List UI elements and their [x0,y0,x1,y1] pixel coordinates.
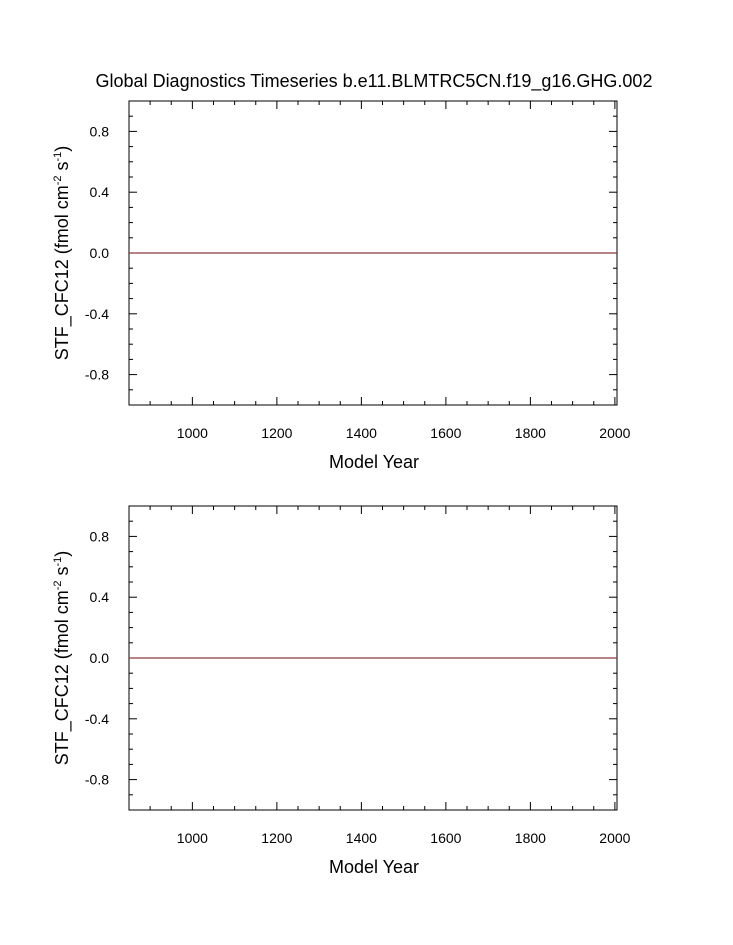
y-tick-label: -0.8 [85,772,109,788]
panel-bottom: 1000 1200 1400 1600 1800 2000 0.8 0.4 0.0 -0.4 -0.… [52,505,631,877]
y-tick-label: 0.8 [90,528,110,544]
y-tick-label: 0.0 [90,650,110,666]
x-tick-label: 1600 [430,425,461,441]
x-tick-label: 1800 [515,830,546,846]
y-axis-label-part: s [52,566,72,580]
y-axis-label-part: ) [52,551,72,557]
y-tick-label: -0.4 [85,711,109,727]
y-axis-label-superscript: -2 [52,580,64,590]
y-tick-label: 0.0 [90,245,110,261]
x-tick-label: 1800 [515,425,546,441]
y-axis-label: STF_CFC12 (fmol cm-2 s-1) [52,146,73,361]
x-axis-label: Model Year [329,857,419,877]
y-tick-label: 0.4 [90,184,110,200]
y-axis-label-superscript: -2 [52,175,64,185]
x-tick-label: 1000 [177,830,208,846]
y-tick-label: -0.8 [85,367,109,383]
y-tick-label: 0.4 [90,589,110,605]
panel-top: 1000 1200 1400 1600 1800 2000 0.8 0.4 0.0 -0.4 -0.… [52,100,631,472]
x-tick-label: 1200 [261,425,292,441]
y-axis-label-part: ) [52,146,72,152]
y-axis-label-part: STF_CFC12 (fmol cm [52,590,73,765]
y-tick-label: -0.4 [85,306,109,322]
x-tick-label: 1400 [346,830,377,846]
y-axis-label-superscript: -1 [52,152,64,162]
x-tick-label: 2000 [599,830,630,846]
x-tick-label: 1000 [177,425,208,441]
y-axis-label-superscript: -1 [52,557,64,567]
x-axis-label: Model Year [329,452,419,472]
x-tick-label: 1200 [261,830,292,846]
x-tick-label: 1400 [346,425,377,441]
chart-title: Global Diagnostics Timeseries b.e11.BLMT… [96,71,653,92]
y-axis-label: STF_CFC12 (fmol cm-2 s-1) [52,551,73,766]
x-tick-label: 2000 [599,425,630,441]
y-axis-label-part: STF_CFC12 (fmol cm [52,185,73,360]
y-tick-label: 0.8 [90,123,110,139]
x-tick-label: 1600 [430,830,461,846]
y-axis-label-part: s [52,161,72,175]
